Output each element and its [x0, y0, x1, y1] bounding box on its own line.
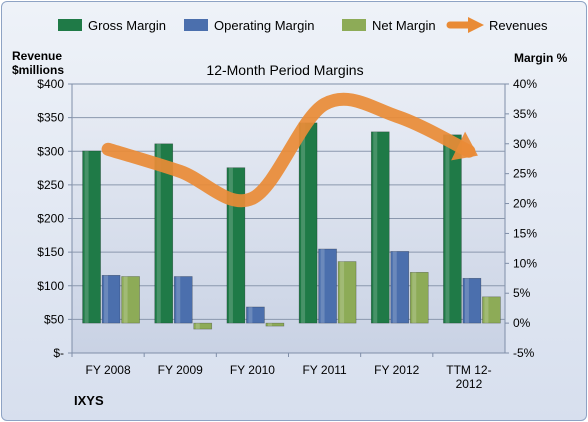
bar-operating-margin: [101, 274, 121, 324]
bar-operating-margin: [462, 277, 482, 324]
right-axis: -5% 0% 5% 10% 15% 20% 25% 30% 35% 40%: [505, 77, 537, 360]
right-axis-tick-label: 30%: [513, 137, 537, 151]
left-axis-tick-label: $50: [44, 312, 64, 326]
left-axis-tick-label: $400: [37, 77, 64, 91]
left-axis-tick-label: $350: [37, 111, 64, 125]
company-label: IXYS: [74, 393, 104, 408]
bar-highlight-net-margin: [412, 272, 417, 324]
bar-highlight-net-margin: [123, 276, 128, 324]
right-axis-title: Margin %: [514, 51, 568, 65]
x-axis-tick-label: FY 2011: [302, 363, 347, 377]
bar-operating-margin: [173, 276, 193, 324]
legend-label-gross-margin: Gross Margin: [88, 18, 166, 33]
right-axis-tick-label: -5%: [513, 346, 535, 360]
bar-highlight-operating-margin: [248, 306, 253, 324]
right-axis-tick-label: 15%: [513, 226, 537, 240]
legend-swatch-operating-margin: [184, 19, 208, 31]
x-axis-tick-label: FY 2012: [374, 363, 419, 377]
left-axis-title-line-1: Revenue: [12, 49, 62, 63]
legend: Gross Margin Operating Margin Net Margin…: [58, 17, 548, 33]
x-axis-tick-label: FY 2009: [158, 363, 203, 377]
bar-highlight-operating-margin: [392, 251, 397, 324]
bar-highlight-operating-margin: [104, 275, 109, 324]
legend-swatch-net-margin: [342, 19, 366, 31]
legend-arrowhead-revenues: [468, 17, 484, 33]
x-axis-tick-label: TTM 12-: [446, 363, 491, 377]
chart-title: 12-Month Period Margins: [206, 62, 363, 78]
legend-label-revenues: Revenues: [489, 18, 548, 33]
bar-net-margin: [265, 322, 285, 327]
bar-gross-margin: [370, 131, 390, 324]
right-axis-tick-label: 40%: [513, 77, 537, 91]
left-axis-tick-label: $250: [37, 178, 64, 192]
right-axis-tick-label: 5%: [513, 286, 531, 300]
bar-gross-margin: [154, 143, 174, 324]
right-axis-tick-label: 35%: [513, 107, 537, 121]
right-axis-tick-label: 25%: [513, 167, 537, 181]
left-axis-tick-label: $150: [37, 245, 64, 259]
bar-highlight-gross-margin: [373, 131, 378, 324]
left-axis-tick-label: $200: [37, 212, 64, 226]
right-axis-tick-label: 20%: [513, 197, 537, 211]
revenue-line: [101, 92, 478, 208]
bar-highlight-operating-margin: [176, 276, 181, 324]
bar-net-margin: [409, 271, 429, 324]
legend-label-net-margin: Net Margin: [372, 18, 436, 33]
x-axis-tick-label: FY 2010: [230, 363, 275, 377]
bar-gross-margin: [443, 134, 462, 324]
bar-net-margin: [121, 276, 140, 324]
bar-highlight-gross-margin: [445, 134, 450, 324]
bar-operating-margin: [318, 248, 337, 324]
right-axis-tick-label: 10%: [513, 256, 537, 270]
revenue-line-path: [101, 92, 476, 208]
left-axis-tick-label: $300: [37, 144, 64, 158]
bar-operating-margin: [246, 306, 265, 324]
bar-highlight-operating-margin: [464, 278, 469, 324]
bar-highlight-gross-margin: [156, 143, 161, 324]
bar-net-margin: [337, 261, 357, 324]
revenue-line-arrowhead: [451, 131, 478, 161]
legend-label-operating-margin: Operating Margin: [214, 18, 314, 33]
bar-highlight-net-margin: [267, 323, 272, 327]
left-axis-tick-label: $-: [53, 346, 64, 360]
left-axis: $- $50 $100 $150 $200 $250 $300 $350 $400: [37, 77, 72, 360]
left-axis-tick-label: $100: [37, 279, 64, 293]
x-axis-tick-label: 2012: [456, 377, 483, 391]
bar-highlight-gross-margin: [301, 122, 306, 324]
x-axis-tick-label: FY 2008: [86, 363, 131, 377]
bar-operating-margin: [390, 251, 410, 324]
bar-highlight-net-margin: [195, 323, 200, 330]
bar-net-margin: [482, 296, 501, 324]
bar-gross-margin: [82, 150, 101, 324]
bar-highlight-gross-margin: [228, 167, 233, 324]
right-axis-tick-label: 0%: [513, 316, 531, 330]
legend-swatch-gross-margin: [58, 19, 82, 31]
bar-highlight-net-margin: [484, 296, 489, 324]
left-axis-title-line-2: $millions: [12, 63, 64, 77]
x-axis: FY 2008 FY 2009 FY 2010 FY 2011 FY 2012 TTM 1…: [71, 353, 492, 391]
gridlines: [72, 117, 505, 320]
bar-highlight-net-margin: [340, 261, 345, 324]
bar-highlight-gross-margin: [84, 150, 89, 324]
bar-net-margin: [193, 322, 213, 330]
bar-highlight-operating-margin: [320, 248, 325, 324]
